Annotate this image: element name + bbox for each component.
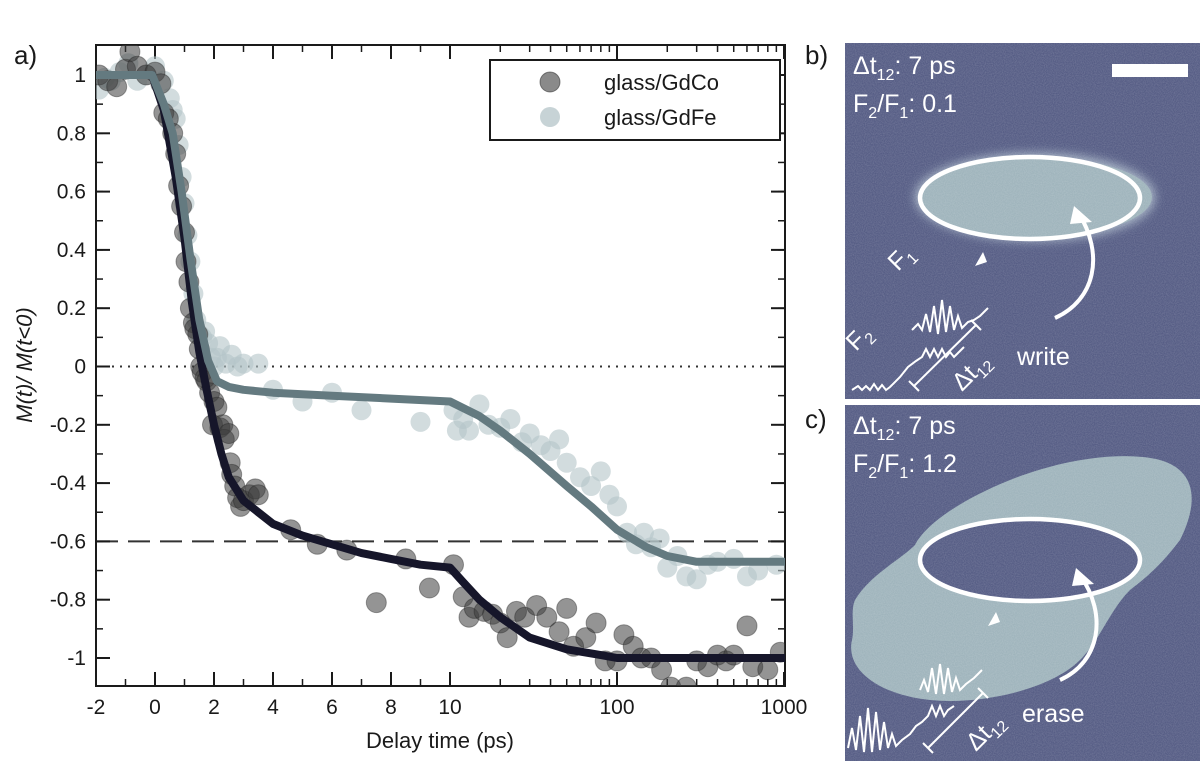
gdco-data-point xyxy=(106,76,128,98)
gdco-data-point xyxy=(736,615,758,637)
legend-box xyxy=(489,59,781,141)
gdfe-fit-line xyxy=(96,71,785,566)
fluence-ratio-b: F2/F1: 0.1 xyxy=(853,90,957,122)
legend-marker-gdco xyxy=(539,71,561,93)
axis-ticks xyxy=(95,45,785,686)
delay-bar-c xyxy=(927,692,984,749)
x-tick-label: 0 xyxy=(149,696,161,719)
pulse-f1-wave xyxy=(911,299,989,335)
y-tick-label: 0.2 xyxy=(57,297,86,320)
gdco-data-point xyxy=(548,621,570,643)
gdfe-data-point xyxy=(549,429,570,450)
gdfe-data-point xyxy=(686,569,707,590)
x-tick-label: 8 xyxy=(385,696,397,719)
x-axis-title: Delay time (ps) xyxy=(366,728,514,753)
x-tick-label: 1000 xyxy=(761,696,808,719)
y-tick-label: -0.8 xyxy=(50,589,86,612)
y-tick-labels: 1 0.8 0.6 0.4 0.2 0 -0.2 -0.4 -0.6 -0.8 -1 xyxy=(50,64,87,670)
image-c-noise xyxy=(845,405,1200,761)
gdfe-data-point xyxy=(649,528,670,549)
pulse-arrowhead-c xyxy=(988,612,1000,626)
gdfe-data-point xyxy=(459,420,479,441)
image-panel-c xyxy=(845,405,1200,761)
y-tick-label: 0 xyxy=(74,356,86,379)
gdco-data-point xyxy=(496,627,518,649)
delay-bar-c-end2 xyxy=(977,687,989,699)
gdco-data-point xyxy=(585,612,607,634)
laser-spot-outline-c xyxy=(917,516,1143,604)
delay-label-c: Δt12: 7 ps xyxy=(853,412,956,444)
gdfe-data-point xyxy=(500,409,521,429)
panel-label-a: a) xyxy=(14,40,37,70)
delay-bar-c-end1 xyxy=(922,742,934,754)
y-tick-label: 1 xyxy=(74,64,86,87)
write-arrowhead xyxy=(1070,206,1092,224)
fluence-ratio-c: F2/F1: 1.2 xyxy=(853,450,957,482)
gdco-data-point xyxy=(365,592,387,614)
gdfe-data-point xyxy=(581,476,602,496)
legend-label-gdco: glass/GdCo xyxy=(604,70,719,95)
delay-bar-b-end2 xyxy=(970,319,982,331)
x-tick-label: 10 xyxy=(438,696,461,719)
x-tick-label: 6 xyxy=(326,696,338,719)
gdfe-data-point xyxy=(248,353,269,374)
legend-marker-gdfe xyxy=(540,107,560,127)
gdco-data-point xyxy=(575,627,597,649)
gdfe-data-point xyxy=(590,461,611,482)
legend-label-gdfe: glass/GdFe xyxy=(604,105,717,130)
image-b-noise xyxy=(845,43,1200,399)
panel-label-c: c) xyxy=(805,404,827,434)
pulse-f1-wave-c xyxy=(919,663,983,695)
erase-arrowhead xyxy=(1072,568,1094,586)
delay-label-b: Δt12: 7 ps xyxy=(853,52,956,84)
gdco-data-point xyxy=(556,597,578,619)
gdfe-data-point xyxy=(410,411,431,432)
gdco-data-point xyxy=(247,484,269,506)
gdco-data-point xyxy=(660,676,682,686)
series-fits xyxy=(96,71,785,662)
gdco-data-point xyxy=(675,676,697,686)
pulse-f2-wave xyxy=(851,346,965,392)
write-label: write xyxy=(1016,343,1070,371)
gdfe-data-point xyxy=(556,452,577,473)
pulse-f2-wave-c xyxy=(847,703,955,753)
y-axis-title: M(t)/ M(t<0) xyxy=(12,307,37,423)
pulse-arrowhead-b xyxy=(975,252,987,266)
erase-label: erase xyxy=(1022,700,1085,728)
x-tick-label: 4 xyxy=(267,696,279,719)
y-tick-label: 0.6 xyxy=(57,181,86,204)
y-tick-label: -0.4 xyxy=(50,472,87,495)
gdco-data-point xyxy=(418,577,440,599)
panel-label-b: b) xyxy=(805,40,828,70)
delay-bar-b-end1 xyxy=(908,380,920,392)
y-tick-label: 0.4 xyxy=(57,239,87,262)
y-tick-label: -0.6 xyxy=(50,530,86,553)
gdco-data-point xyxy=(757,659,779,681)
x-tick-labels: -2 0 2 4 6 8 10 100 1000 xyxy=(87,696,808,719)
y-tick-label: -0.2 xyxy=(50,414,86,437)
gdco-data-point xyxy=(651,659,673,681)
erase-arrow xyxy=(1059,573,1099,682)
plot-area: -2 0 2 4 6 8 10 100 1000 1 0.8 0.6 0.4 0.2 0 -0.2 -0.4 -… xyxy=(50,44,808,719)
scale-bar xyxy=(1112,64,1188,77)
x-tick-label: -2 xyxy=(87,696,106,719)
legend: glass/GdCo glass/GdFe xyxy=(489,59,781,141)
delay-bar-b xyxy=(913,324,977,387)
image-panel-b xyxy=(845,43,1200,399)
gdfe-data-point xyxy=(233,353,254,374)
x-tick-label: 100 xyxy=(599,696,634,719)
gdfe-data-point xyxy=(351,400,372,421)
gdco-data-point xyxy=(536,606,558,628)
x-tick-label: 2 xyxy=(208,696,220,719)
y-tick-label: 0.8 xyxy=(57,122,86,145)
gdfe-data-point xyxy=(607,496,627,517)
write-arrow xyxy=(1054,210,1095,320)
y-tick-label: -1 xyxy=(67,647,86,670)
laser-spot-outline-b xyxy=(917,154,1143,242)
